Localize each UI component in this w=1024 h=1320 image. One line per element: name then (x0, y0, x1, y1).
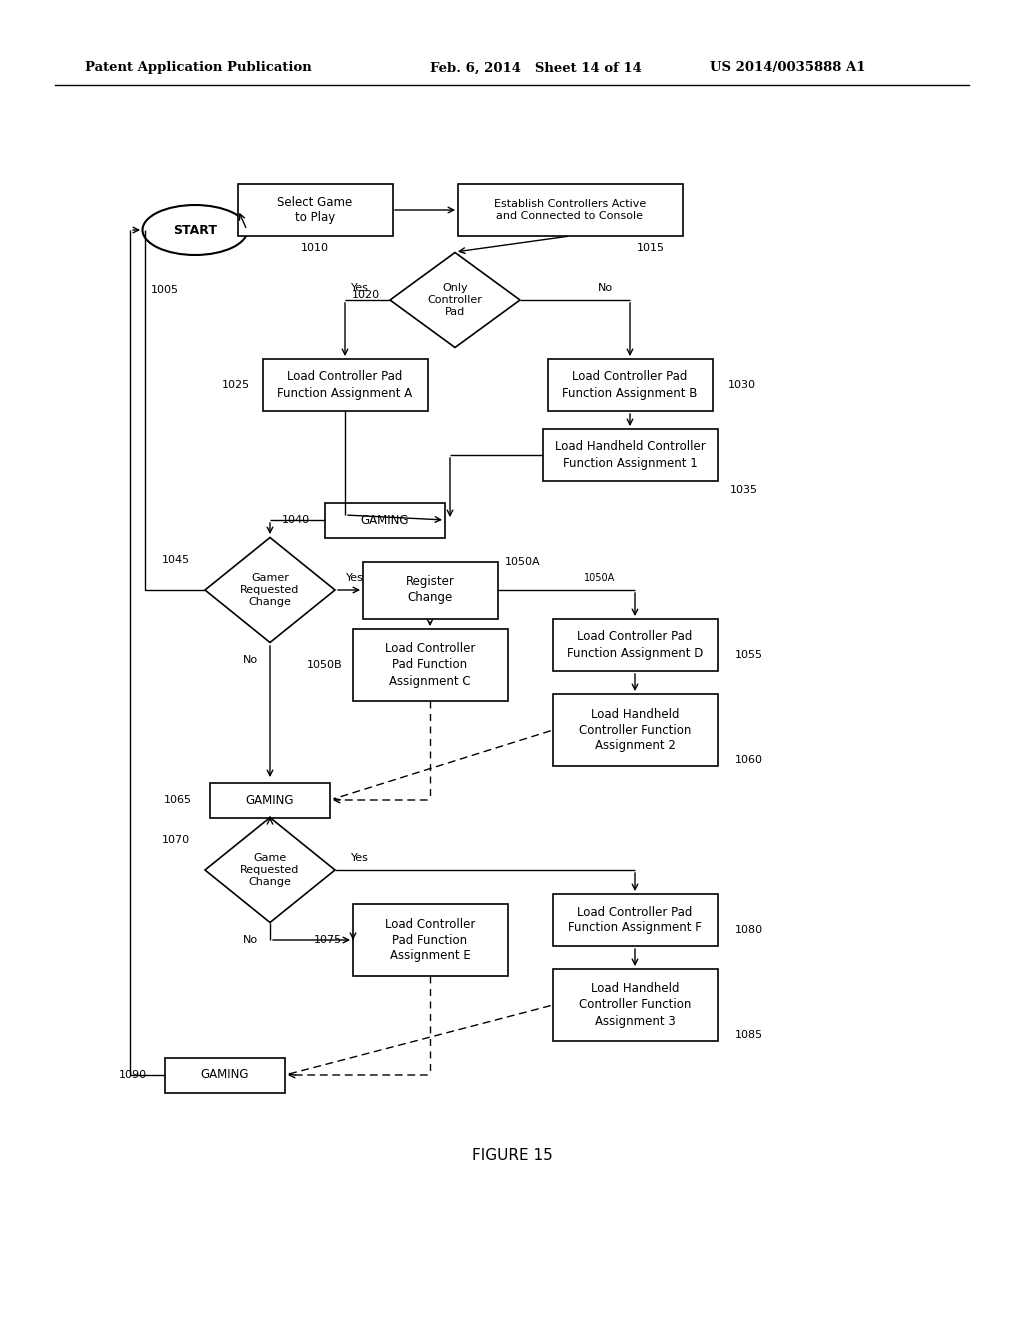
Text: GAMING: GAMING (246, 793, 294, 807)
Text: Select Game
to Play: Select Game to Play (278, 195, 352, 224)
Text: Yes: Yes (351, 853, 369, 863)
Text: US 2014/0035888 A1: US 2014/0035888 A1 (710, 62, 865, 74)
Text: 1010: 1010 (301, 243, 329, 253)
Text: Load Controller Pad
Function Assignment D: Load Controller Pad Function Assignment … (567, 631, 703, 660)
Text: Load Controller
Pad Function
Assignment E: Load Controller Pad Function Assignment … (385, 917, 475, 962)
Ellipse shape (142, 205, 248, 255)
Text: GAMING: GAMING (201, 1068, 249, 1081)
Text: Yes: Yes (351, 282, 369, 293)
Text: 1025: 1025 (222, 380, 250, 389)
Text: FIGURE 15: FIGURE 15 (472, 1147, 552, 1163)
Text: 1065: 1065 (164, 795, 193, 805)
Polygon shape (205, 537, 335, 643)
Text: Establish Controllers Active
and Connected to Console: Establish Controllers Active and Connect… (494, 199, 646, 222)
Text: Game
Requested
Change: Game Requested Change (241, 853, 300, 887)
Text: 1015: 1015 (637, 243, 665, 253)
FancyBboxPatch shape (458, 183, 683, 236)
Polygon shape (205, 817, 335, 923)
FancyBboxPatch shape (238, 183, 392, 236)
FancyBboxPatch shape (352, 904, 508, 975)
Text: Only
Controller
Pad: Only Controller Pad (428, 282, 482, 317)
Text: 1060: 1060 (735, 755, 763, 766)
Text: No: No (243, 935, 258, 945)
Text: 1075: 1075 (314, 935, 342, 945)
FancyBboxPatch shape (543, 429, 718, 480)
Text: 1050B: 1050B (306, 660, 342, 671)
Text: No: No (597, 282, 612, 293)
FancyBboxPatch shape (210, 783, 330, 817)
Text: START: START (173, 223, 217, 236)
FancyBboxPatch shape (362, 561, 498, 619)
FancyBboxPatch shape (553, 619, 718, 671)
Text: GAMING: GAMING (360, 513, 410, 527)
Text: Yes: Yes (346, 573, 364, 583)
Text: 1055: 1055 (735, 649, 763, 660)
Text: 1090: 1090 (119, 1071, 147, 1080)
Text: Load Handheld Controller
Function Assignment 1: Load Handheld Controller Function Assign… (555, 441, 706, 470)
Text: Register
Change: Register Change (406, 576, 455, 605)
FancyBboxPatch shape (165, 1057, 285, 1093)
Text: Load Handheld
Controller Function
Assignment 3: Load Handheld Controller Function Assign… (579, 982, 691, 1027)
Text: 1045: 1045 (162, 554, 190, 565)
Text: 1035: 1035 (730, 484, 758, 495)
Text: 1005: 1005 (151, 285, 179, 294)
FancyBboxPatch shape (548, 359, 713, 411)
FancyBboxPatch shape (553, 694, 718, 766)
FancyBboxPatch shape (553, 969, 718, 1041)
Text: Load Controller
Pad Function
Assignment C: Load Controller Pad Function Assignment … (385, 643, 475, 688)
Text: Load Controller Pad
Function Assignment F: Load Controller Pad Function Assignment … (568, 906, 701, 935)
Text: No: No (243, 655, 258, 665)
Polygon shape (390, 252, 520, 347)
Text: Gamer
Requested
Change: Gamer Requested Change (241, 573, 300, 607)
Text: 1050A: 1050A (505, 557, 541, 568)
Text: 1080: 1080 (735, 925, 763, 935)
Text: Load Handheld
Controller Function
Assignment 2: Load Handheld Controller Function Assign… (579, 708, 691, 752)
Text: Patent Application Publication: Patent Application Publication (85, 62, 311, 74)
Text: Load Controller Pad
Function Assignment A: Load Controller Pad Function Assignment … (278, 371, 413, 400)
Text: 1040: 1040 (282, 515, 310, 525)
Text: 1050A: 1050A (584, 573, 615, 583)
FancyBboxPatch shape (553, 894, 718, 946)
Text: 1020: 1020 (352, 290, 380, 300)
FancyBboxPatch shape (325, 503, 445, 537)
FancyBboxPatch shape (262, 359, 427, 411)
Text: 1030: 1030 (728, 380, 756, 389)
Text: 1085: 1085 (735, 1030, 763, 1040)
Text: Feb. 6, 2014   Sheet 14 of 14: Feb. 6, 2014 Sheet 14 of 14 (430, 62, 642, 74)
FancyBboxPatch shape (352, 630, 508, 701)
Text: 1070: 1070 (162, 836, 190, 845)
Text: Load Controller Pad
Function Assignment B: Load Controller Pad Function Assignment … (562, 371, 697, 400)
